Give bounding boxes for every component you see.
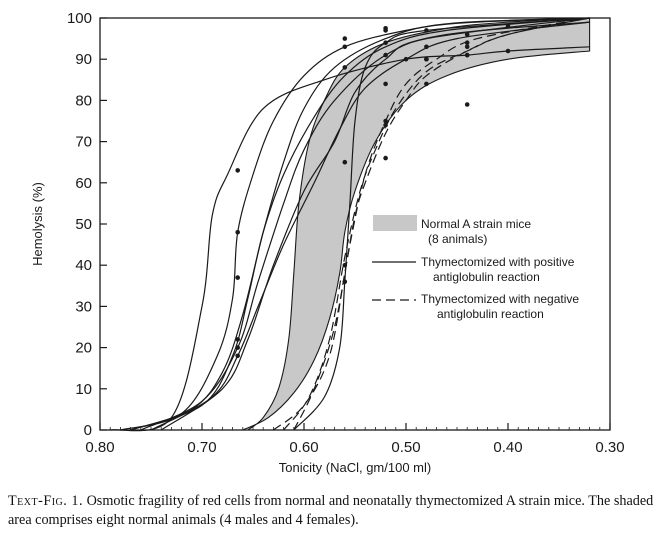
data-point-s3-3 [383,26,388,31]
data-point-s8-3 [383,40,388,45]
data-point-s10-2 [424,56,429,62]
data-point-s10-3 [464,44,470,50]
series-curve-3-solid [130,17,590,431]
legend-label-normal-line-1: Normal A strain mice [421,217,531,231]
data-point-s9-1 [342,262,348,268]
x-tick-label-3: 0.50 [391,439,420,456]
y-tick-label-6: 60 [75,175,92,192]
x-axis-ticks: 0.80 0.70 0.60 0.50 0.40 0.30 [85,423,625,456]
legend-label-positive-line-1: Thymectomized with positive [421,255,575,269]
data-point-s6-2 [383,81,388,87]
data-point-s5-1 [235,345,240,350]
x-axis-title: Tonicity (NaCl, gm/100 ml) [279,460,431,475]
data-point-s5-2 [383,52,388,58]
y-axis-ticks: 0 10 20 30 40 50 60 70 80 90 100 [67,10,107,439]
data-point-s9-3 [424,81,429,87]
legend-label-negative-line-2: antiglobulin reaction [437,307,544,321]
data-point-s3-2 [342,44,348,50]
data-point-s1-2 [403,56,409,62]
data-point-s3-1 [235,275,240,280]
hemolysis-chart: 0.80 0.70 0.60 0.50 0.40 0.30 0 10 20 30 40 50 60 70… [30,10,625,475]
data-point-s2-2 [342,36,348,41]
series-layer [110,17,590,432]
y-tick-label-9: 90 [75,51,92,68]
x-tick-label-4: 0.40 [493,439,522,456]
data-point-s9-2 [383,155,388,161]
y-tick-label-4: 40 [75,257,92,274]
series-curve-8-solid [293,17,590,431]
data-point-s1-4 [505,48,511,54]
data-point-s8-2 [342,159,348,165]
x-tick-label-2: 0.60 [289,439,318,456]
data-point-s11-1 [383,122,388,128]
data-point-s4-2 [342,65,348,70]
legend: Normal A strain mice (8 animals) Thymect… [372,215,579,321]
y-tick-label-10: 100 [67,10,92,27]
data-point-s4-1 [235,337,240,342]
y-tick-label-2: 20 [75,340,92,357]
x-tick-label-1: 0.70 [187,439,216,456]
data-point-s4-3 [424,28,429,33]
y-tick-label-0: 0 [84,422,92,439]
x-tick-label-5: 0.30 [595,439,624,456]
data-point-s5-3 [464,40,470,45]
legend-label-normal-line-2: (8 animals) [428,232,487,246]
series-curve-11-dashed [293,17,590,431]
figure-caption: Text-Fig. 1. Osmotic fragility of red ce… [8,492,654,530]
legend-label-positive-line-2: antiglobulin reaction [433,270,540,284]
y-tick-label-1: 10 [75,381,92,398]
caption-text: Osmotic fragility of red cells from norm… [8,493,654,528]
data-point-s2-1 [235,229,240,235]
data-point-s11-3 [505,23,511,29]
data-point-s10-1 [383,118,388,124]
y-axis-title: Hemolysis (%) [30,182,45,266]
y-tick-label-3: 30 [75,298,92,315]
data-point-s11-2 [464,52,470,58]
data-point-s9-4 [464,102,470,107]
data-point-s8-1 [342,279,348,285]
data-point-s6-1 [235,353,240,359]
y-tick-label-8: 80 [75,92,92,109]
legend-swatch-shaded [373,215,417,231]
data-point-s7-2 [464,32,470,37]
data-point-s7-1 [424,44,429,50]
series-curve-7-solid [160,17,590,431]
series-curve-1-solid [110,46,590,432]
data-point-s1-1 [235,168,240,173]
y-tick-label-7: 70 [75,134,92,151]
series-curve-10-dashed [283,17,590,431]
marker-layer [235,23,511,359]
series-curve-6-solid [150,21,590,431]
x-tick-label-0: 0.80 [85,439,114,456]
legend-label-negative-line-1: Thymectomized with negative [421,292,579,306]
caption-label: Text-Fig. 1. [8,493,84,509]
y-tick-label-5: 50 [75,216,92,233]
